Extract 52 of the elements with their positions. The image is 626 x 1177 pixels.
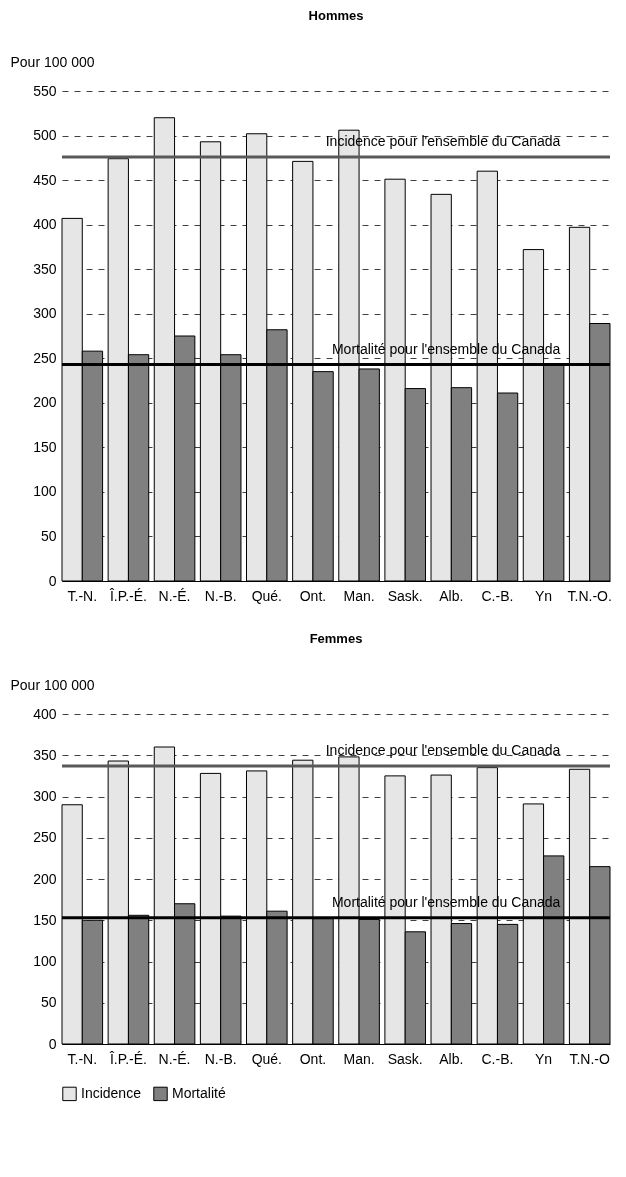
ref-line-label: Incidence pour l'ensemble du Canada: [325, 741, 561, 758]
x-tick-label: N.-É.: [158, 587, 191, 604]
x-tick-label: N.-B.: [204, 1050, 237, 1067]
x-tick-label: Yn: [535, 1050, 553, 1067]
chart-title: Femmes: [309, 631, 363, 646]
legend-label: Incidence: [81, 1084, 142, 1101]
y-tick-label: 300: [33, 305, 57, 322]
x-tick-label: N.-É.: [158, 1050, 191, 1067]
x-tick-label: Î.P.-É.: [108, 587, 147, 604]
legend-label: Mortalité: [172, 1084, 226, 1101]
chart-title: Hommes: [308, 8, 364, 23]
y-tick-label: 350: [33, 260, 57, 277]
y-tick-label: 0: [48, 1035, 57, 1052]
x-tick-label: N.-B.: [204, 587, 237, 604]
x-tick-label: Sask.: [387, 1050, 423, 1067]
x-tick-label: Alb.: [439, 1050, 464, 1067]
y-tick-label: 450: [33, 171, 57, 188]
x-tick-label: T.N.-O.: [567, 587, 612, 604]
x-tick-label: T.-N.: [67, 1050, 98, 1067]
y-tick-label: 0: [48, 572, 57, 589]
x-tick-label: Alb.: [439, 587, 464, 604]
x-tick-label: C.-B.: [481, 1050, 514, 1067]
y-tick-label: 100: [33, 953, 57, 969]
x-tick-label: Man.: [343, 1050, 375, 1067]
y-tick-label: 400: [33, 705, 57, 722]
y-tick-label: 50: [40, 994, 57, 1011]
y-axis-title: Pour 100 000: [10, 676, 95, 693]
y-tick-label: 500: [33, 127, 57, 144]
x-tick-label: Yn: [535, 587, 553, 604]
x-tick-label: Ont.: [299, 1050, 327, 1067]
y-tick-label: 150: [33, 438, 57, 455]
y-tick-label: 200: [33, 394, 57, 411]
y-tick-label: 150: [33, 911, 57, 928]
x-tick-label: Qué.: [251, 1050, 282, 1067]
x-tick-label: T.N.-O: [569, 1050, 611, 1067]
x-tick-label: Qué.: [251, 587, 282, 604]
x-tick-label: Man.: [343, 587, 375, 604]
y-axis-title: Pour 100 000: [10, 53, 95, 70]
y-tick-label: 200: [33, 870, 57, 887]
x-tick-label: Î.P.-É.: [108, 1050, 147, 1067]
y-tick-label: 300: [33, 788, 57, 804]
y-tick-label: 350: [33, 746, 57, 763]
x-tick-label: C.-B.: [481, 587, 514, 604]
y-tick-label: 250: [33, 829, 57, 846]
y-tick-label: 100: [33, 483, 57, 500]
y-tick-label: 400: [33, 216, 57, 233]
x-tick-label: Sask.: [387, 587, 423, 604]
x-tick-label: T.-N.: [67, 587, 98, 604]
y-tick-label: 550: [33, 82, 57, 99]
y-tick-label: 250: [33, 349, 57, 366]
x-tick-label: Ont.: [299, 587, 327, 604]
y-tick-label: 50: [40, 527, 57, 544]
